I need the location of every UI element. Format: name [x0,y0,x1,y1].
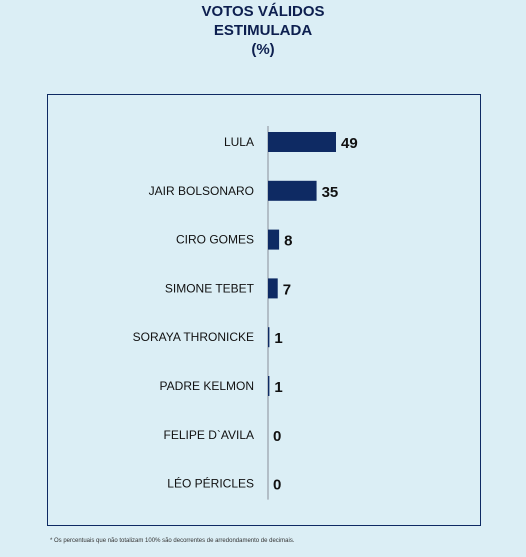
bar [268,180,317,201]
category-label: SIMONE TEBET [165,281,255,295]
value-label: 0 [273,477,281,494]
value-label: 0 [273,428,281,445]
category-label: JAIR BOLSONARO [149,184,254,198]
footnote: * Os percentuais que não totalizam 100% … [50,538,295,544]
category-label: LÉO PÉRICLES [167,476,254,491]
chart-title: VOTOS VÁLIDOS ESTIMULADA (%) [0,2,526,59]
bar [268,327,270,348]
value-label: 1 [274,330,282,347]
title-line-2: ESTIMULADA [213,22,313,39]
bar [268,132,336,152]
category-label: CIRO GOMES [176,233,254,247]
category-label: SORAYA THRONICKE [133,330,254,344]
title-line-3: (%) [251,41,275,58]
chart-frame [47,94,481,526]
value-label: 8 [284,233,292,250]
value-label: 7 [283,281,291,298]
bar [268,376,270,396]
title-line-1: VOTOS VÁLIDOS [201,3,325,20]
value-label: 49 [341,135,358,152]
category-label: LULA [224,135,254,149]
value-label: 35 [322,184,339,201]
bar [268,229,280,250]
value-label: 1 [274,379,282,396]
category-label: FELIPE D`AVILA [164,428,254,442]
category-label: PADRE KELMON [160,379,254,393]
bar [268,278,278,299]
